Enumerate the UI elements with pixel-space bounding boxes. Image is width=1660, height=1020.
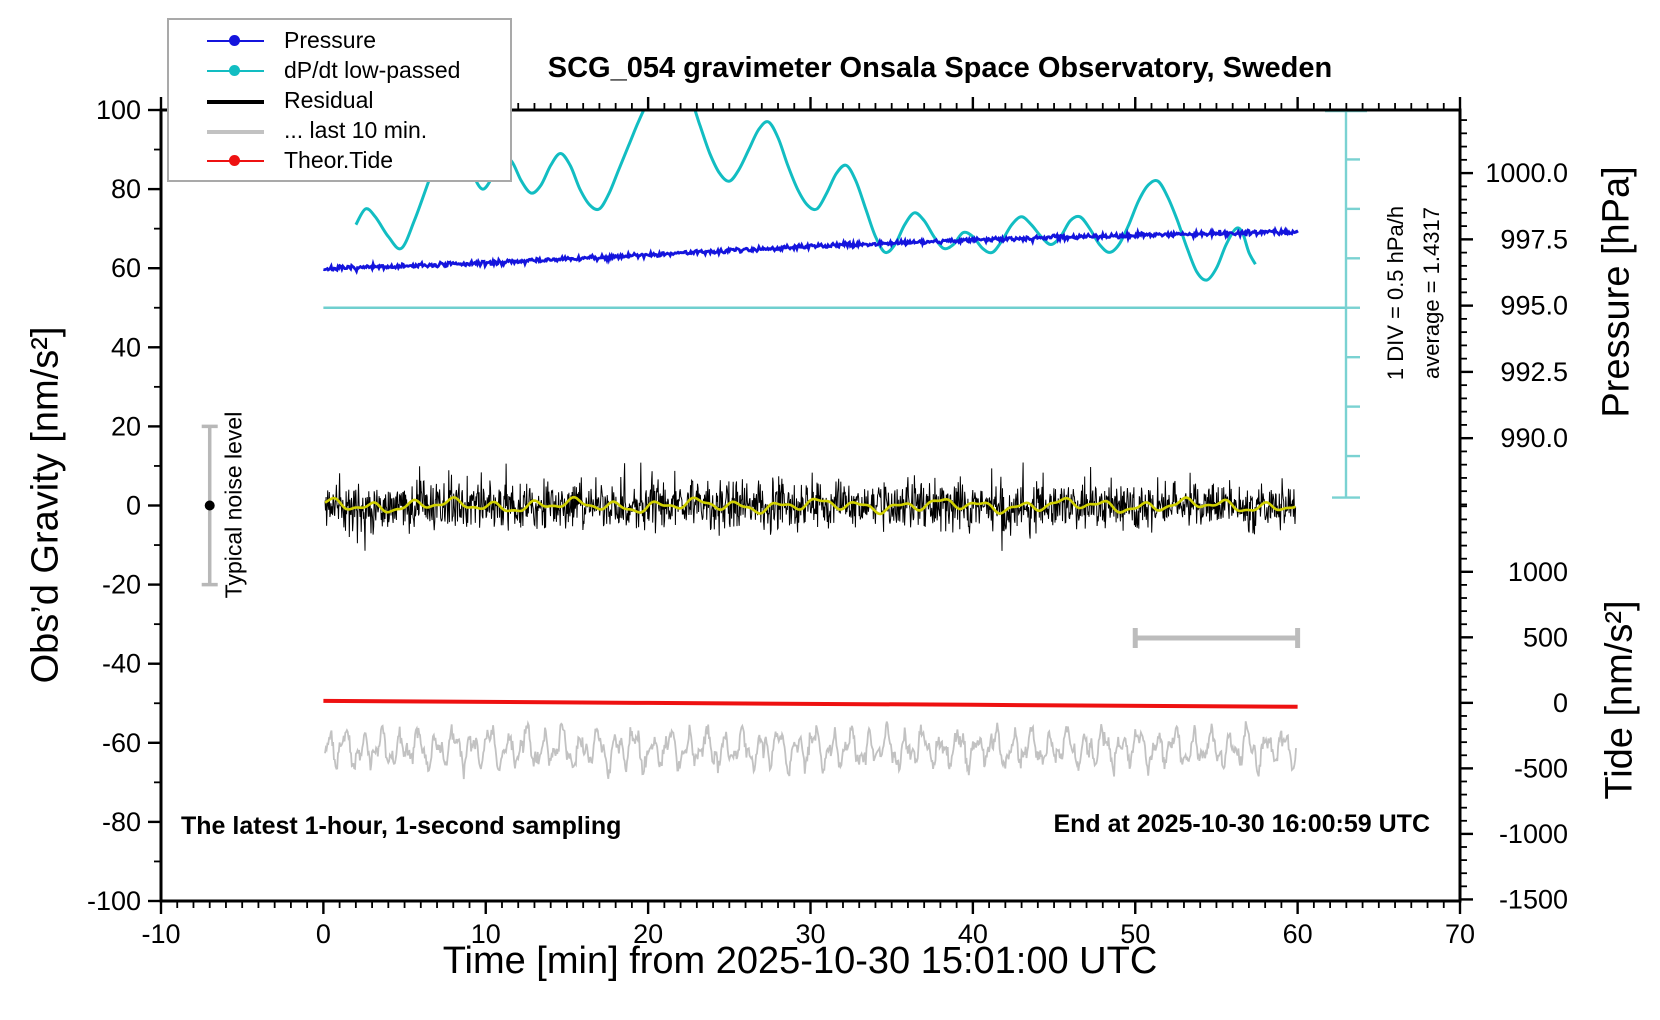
legend-label: Pressure (284, 27, 377, 53)
gravity-tick-label: 40 (111, 332, 141, 362)
noise-errorbar-dot (204, 500, 215, 511)
tide-tick-label: 0 (1553, 688, 1568, 718)
x-axis-title: Time [min] from 2025-10-30 15:01:00 UTC (442, 940, 1158, 982)
last10-line-swatch (207, 130, 264, 134)
tide-tick-label: 1000 (1508, 557, 1568, 587)
typical-noise-label: Typical noise level (220, 411, 247, 599)
series-residual (324, 462, 1297, 551)
series-residual_last10 (324, 720, 1297, 780)
gravity-tick-label: -60 (102, 728, 141, 758)
legend-item-pressure: Pressure (169, 26, 510, 56)
pressure-tick-label: 992.5 (1500, 357, 1568, 387)
pressure-tick-label: 990.0 (1500, 423, 1568, 453)
pressure-tick-label: 995.0 (1500, 291, 1568, 321)
legend-label: Residual (284, 87, 374, 113)
series-theor_tide (323, 698, 1298, 709)
legend-item-tide: Theor.Tide (169, 146, 510, 176)
legend-item-dpdt: dP/dt low-passed (169, 56, 510, 86)
tide-tick-label: -500 (1514, 753, 1568, 783)
x-tick-label: 60 (1283, 919, 1313, 949)
dpdt-marker-icon (229, 65, 240, 76)
gravity-tick-label: 100 (96, 95, 141, 125)
gravity-tick-label: -80 (102, 807, 141, 837)
pressure-tick-label: 997.5 (1500, 224, 1568, 254)
tide-tick-label: -1500 (1499, 884, 1568, 914)
series-residual_lowpassed (324, 495, 1296, 516)
sampling-note: The latest 1-hour, 1-second sampling (181, 812, 622, 840)
gravity-tick-label: -40 (102, 649, 141, 679)
tide-tick-label: 500 (1523, 622, 1568, 652)
page-title: SCG_054 gravimeter Onsala Space Observat… (547, 52, 1333, 84)
end-time-note: End at 2025-10-30 16:00:59 UTC (1053, 810, 1430, 838)
residual-line-swatch (207, 100, 264, 104)
legend-item-last10: ... last 10 min. (169, 116, 510, 146)
legend-label: dP/dt low-passed (284, 57, 461, 83)
pressure-axis-title: Pressure [hPa] (1595, 166, 1638, 418)
x-tick-label: 10 (471, 919, 501, 949)
x-tick-label: 40 (958, 919, 988, 949)
legend-item-residual: Residual (169, 86, 510, 116)
x-tick-label: 20 (633, 919, 663, 949)
gravity-tick-label: 20 (111, 411, 141, 441)
tide-axis-title: Tide [nm/s²] (1598, 600, 1641, 800)
tide-marker-icon (229, 155, 240, 166)
legend-label: Theor.Tide (284, 147, 394, 173)
x-tick-label: 0 (316, 919, 331, 949)
series-pressure (323, 225, 1299, 276)
pressure-marker-icon (229, 35, 240, 46)
x-tick-label: 70 (1445, 919, 1475, 949)
gravity-tick-label: 60 (111, 253, 141, 283)
x-tick-label: 30 (795, 919, 825, 949)
x-tick-label: 50 (1120, 919, 1150, 949)
div-scale-label: 1 DIV = 0.5 hPa/h (1383, 205, 1408, 381)
tide-tick-label: -1000 (1499, 819, 1568, 849)
average-value-label: average = 1.4317 (1419, 207, 1444, 379)
legend-box: Pressure dP/dt low-passed Residual ... l… (167, 18, 512, 182)
gravity-tick-label: -20 (102, 570, 141, 600)
gravity-tick-label: 0 (126, 491, 141, 521)
legend-label: ... last 10 min. (284, 117, 428, 143)
x-tick-label: -10 (141, 919, 180, 949)
gravity-tick-label: 80 (111, 174, 141, 204)
series-dpdt_lowpassed (354, 110, 1257, 282)
gravity-axis-title: Obs’d Gravity [nm/s²] (24, 326, 67, 684)
gravity-tick-label: -100 (87, 886, 141, 916)
pressure-tick-label: 1000.0 (1485, 158, 1568, 188)
